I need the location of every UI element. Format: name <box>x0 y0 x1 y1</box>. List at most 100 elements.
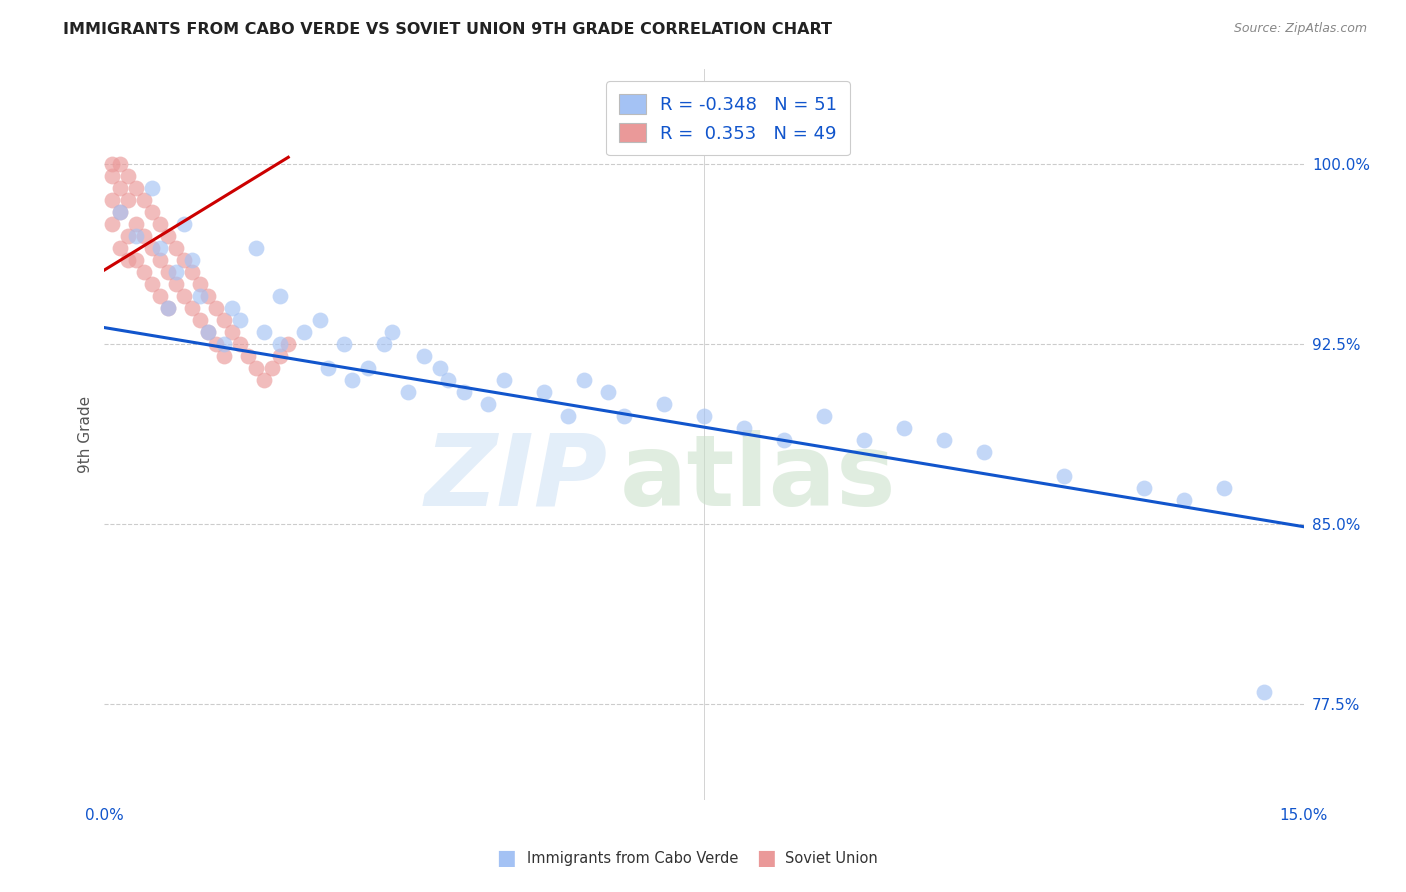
Point <box>205 301 228 316</box>
Point <box>214 337 236 351</box>
Point <box>477 397 499 411</box>
Point <box>277 337 299 351</box>
Point <box>197 326 219 340</box>
Point <box>1132 481 1154 495</box>
Point <box>533 385 555 400</box>
Point <box>181 301 204 316</box>
Point <box>165 242 187 256</box>
Point <box>125 218 148 232</box>
Point <box>269 350 291 364</box>
Point <box>141 277 163 292</box>
Point <box>181 265 204 279</box>
Point <box>357 361 380 376</box>
Point <box>613 409 636 424</box>
Point <box>173 253 195 268</box>
Point <box>157 301 180 316</box>
Point <box>173 289 195 303</box>
Point <box>596 385 619 400</box>
Point <box>453 385 475 400</box>
Point <box>221 301 243 316</box>
Legend: R = -0.348   N = 51, R =  0.353   N = 49: R = -0.348 N = 51, R = 0.353 N = 49 <box>606 81 849 155</box>
Point <box>245 242 267 256</box>
Point <box>165 277 187 292</box>
Point <box>149 242 172 256</box>
Point <box>309 313 332 327</box>
Point <box>396 385 419 400</box>
Text: Source: ZipAtlas.com: Source: ZipAtlas.com <box>1233 22 1367 36</box>
Point <box>1173 493 1195 508</box>
Point <box>157 229 180 244</box>
Text: IMMIGRANTS FROM CABO VERDE VS SOVIET UNION 9TH GRADE CORRELATION CHART: IMMIGRANTS FROM CABO VERDE VS SOVIET UNI… <box>63 22 832 37</box>
Point <box>238 350 260 364</box>
Point <box>205 337 228 351</box>
Point <box>852 434 875 448</box>
Point <box>197 326 219 340</box>
Point <box>134 265 156 279</box>
Text: ZIP: ZIP <box>425 430 607 527</box>
Point <box>110 205 132 219</box>
Point <box>157 301 180 316</box>
Point <box>1253 685 1275 699</box>
Point <box>413 350 436 364</box>
Point <box>316 361 339 376</box>
Point <box>141 205 163 219</box>
Point <box>149 253 172 268</box>
Point <box>181 253 204 268</box>
Point <box>572 373 595 387</box>
Point <box>110 242 132 256</box>
Point <box>292 326 315 340</box>
Point <box>173 218 195 232</box>
Text: Immigrants from Cabo Verde: Immigrants from Cabo Verde <box>527 851 738 865</box>
Point <box>1053 469 1076 483</box>
Point <box>117 229 139 244</box>
Point <box>117 194 139 208</box>
Point <box>733 421 755 435</box>
Point <box>269 337 291 351</box>
Point <box>381 326 404 340</box>
Point <box>149 218 172 232</box>
Point <box>229 313 252 327</box>
Point <box>245 361 267 376</box>
Point <box>101 169 124 184</box>
Point <box>110 205 132 219</box>
Point <box>125 229 148 244</box>
Point <box>101 157 124 171</box>
Point <box>253 326 276 340</box>
Point <box>134 194 156 208</box>
Point <box>188 277 211 292</box>
Point <box>110 181 132 195</box>
Point <box>893 421 915 435</box>
Point <box>429 361 451 376</box>
Point <box>117 169 139 184</box>
Point <box>973 445 995 459</box>
Point <box>813 409 835 424</box>
Point <box>1212 481 1234 495</box>
Point <box>333 337 356 351</box>
Point <box>373 337 395 351</box>
Point <box>188 289 211 303</box>
Point <box>157 265 180 279</box>
Point <box>101 194 124 208</box>
Point <box>437 373 460 387</box>
Text: ■: ■ <box>756 848 776 868</box>
Text: atlas: atlas <box>620 430 897 527</box>
Point <box>773 434 796 448</box>
Point <box>342 373 364 387</box>
Point <box>693 409 716 424</box>
Point <box>262 361 284 376</box>
Text: ■: ■ <box>496 848 516 868</box>
Y-axis label: 9th Grade: 9th Grade <box>79 396 93 473</box>
Point <box>214 313 236 327</box>
Text: Soviet Union: Soviet Union <box>785 851 877 865</box>
Point <box>652 397 675 411</box>
Point <box>117 253 139 268</box>
Point <box>253 373 276 387</box>
Point <box>134 229 156 244</box>
Point <box>557 409 579 424</box>
Point <box>101 218 124 232</box>
Point <box>125 253 148 268</box>
Point <box>141 242 163 256</box>
Point <box>229 337 252 351</box>
Point <box>141 181 163 195</box>
Point <box>197 289 219 303</box>
